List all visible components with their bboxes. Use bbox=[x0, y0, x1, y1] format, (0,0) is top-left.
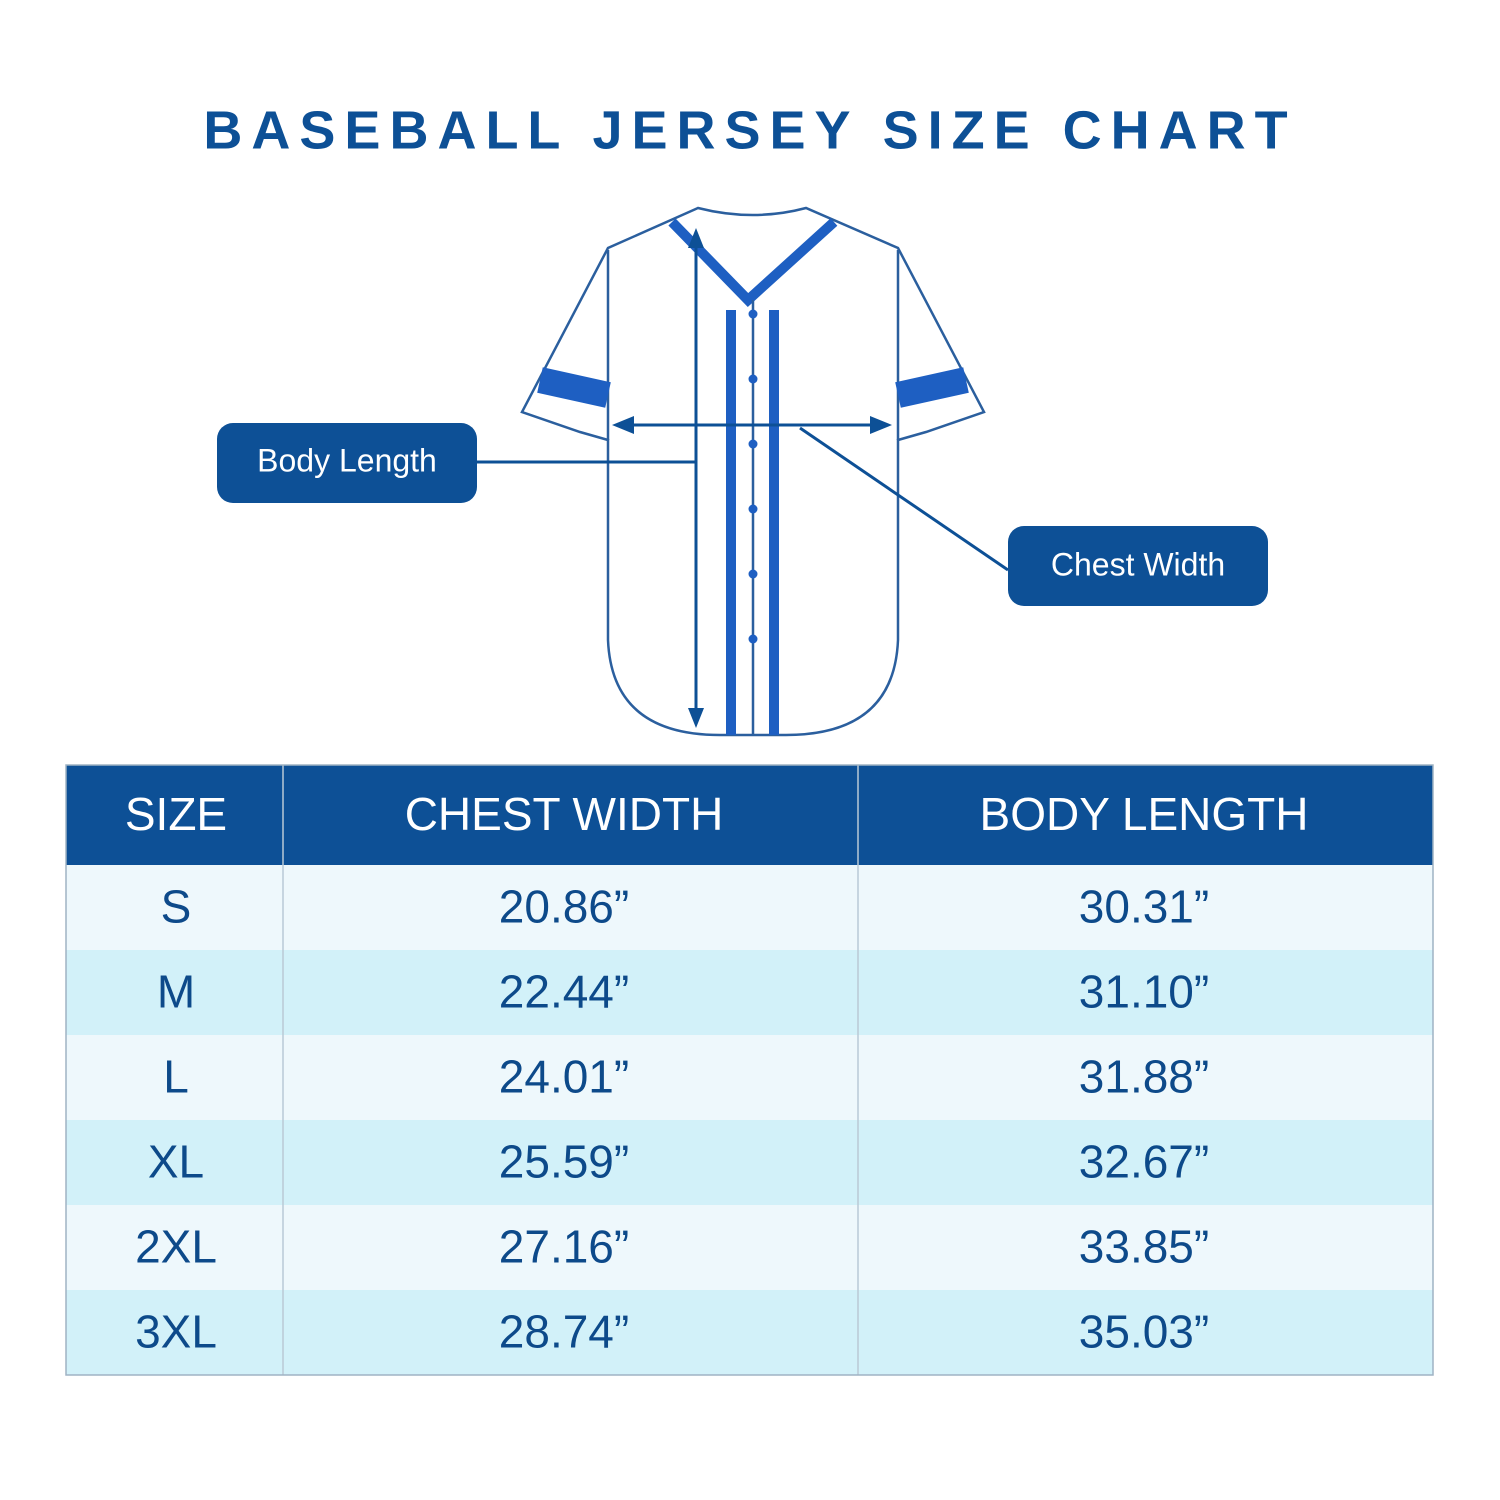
table-cell: 24.01” bbox=[499, 1051, 629, 1103]
table-row bbox=[66, 1035, 1433, 1120]
column-header: SIZE bbox=[125, 788, 227, 840]
armhole bbox=[606, 250, 900, 440]
table-cell: 2XL bbox=[135, 1221, 217, 1273]
table-row bbox=[66, 865, 1433, 950]
sleeve-stripe bbox=[537, 367, 969, 408]
size-table: SIZE CHEST WIDTH BODY LENGTH S 20.86” 30.31” M… bbox=[65, 764, 1434, 1376]
table-cell: 31.10” bbox=[1079, 966, 1209, 1018]
label-box bbox=[1008, 526, 1268, 606]
table-cell: 20.86” bbox=[499, 881, 629, 933]
diagram-label: Chest Width bbox=[1051, 546, 1225, 582]
table-cell: 3XL bbox=[135, 1306, 217, 1358]
table-cell: 35.03” bbox=[1079, 1306, 1209, 1358]
table-cell: 25.59” bbox=[499, 1136, 629, 1188]
table-row bbox=[66, 950, 1433, 1035]
table-cell: 27.16” bbox=[499, 1221, 629, 1273]
table-cell: 31.88” bbox=[1079, 1051, 1209, 1103]
title: BASEBALL JERSEY SIZE CHART bbox=[203, 100, 1296, 160]
jersey bbox=[520, 206, 986, 737]
buttons bbox=[748, 309, 758, 644]
placket-stripe bbox=[726, 310, 779, 735]
diagram-label: Body Length bbox=[257, 442, 437, 478]
table-row bbox=[66, 1290, 1433, 1375]
table-cell: XL bbox=[148, 1136, 204, 1188]
measure-arrows bbox=[476, 228, 1009, 728]
table-row bbox=[66, 1205, 1433, 1290]
table-cell: 28.74” bbox=[499, 1306, 629, 1358]
table-cell: 32.67” bbox=[1079, 1136, 1209, 1188]
table-cell: M bbox=[157, 966, 195, 1018]
table-cell: 30.31” bbox=[1079, 881, 1209, 933]
table-cell: S bbox=[161, 881, 192, 933]
table-border bbox=[65, 764, 1434, 1376]
column-header: CHEST WIDTH bbox=[405, 788, 724, 840]
column-header: BODY LENGTH bbox=[980, 788, 1309, 840]
table-header bbox=[66, 765, 1433, 865]
table-cell: L bbox=[163, 1051, 189, 1103]
table-cell: 33.85” bbox=[1079, 1221, 1209, 1273]
label-box bbox=[217, 423, 477, 503]
table-row bbox=[66, 1120, 1433, 1205]
table-cell: 22.44” bbox=[499, 966, 629, 1018]
